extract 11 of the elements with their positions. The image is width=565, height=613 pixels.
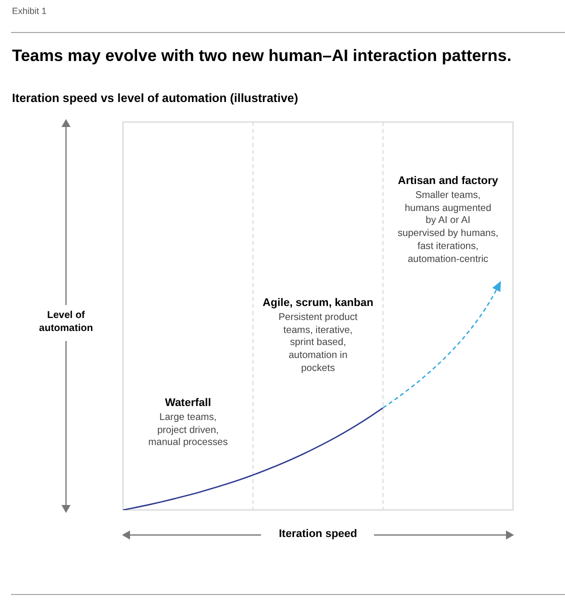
text: Level of automation [38, 309, 94, 335]
annotation: Waterfall [164, 396, 212, 410]
annotation: Large teams, project driven, manual processes [147, 412, 229, 450]
text: Persistent product teams, iterative, sprint based, automation in pockets [278, 312, 358, 376]
text: Artisan and factory [396, 174, 500, 188]
text: Agile, scrum, kanban [262, 296, 374, 310]
x-axis-title: Iteration speed [278, 528, 358, 540]
text: Smaller teams, humans augmented by AI or AI supervised by humans, fast iterations, automation-centric [396, 190, 500, 266]
text: Exhibit 1 [12, 6, 47, 16]
chart-subtitle: Iteration speed vs level of automation (illustrative) [12, 91, 300, 105]
chart-title: Teams may evolve with two new human–AI interaction patterns. [12, 47, 512, 66]
